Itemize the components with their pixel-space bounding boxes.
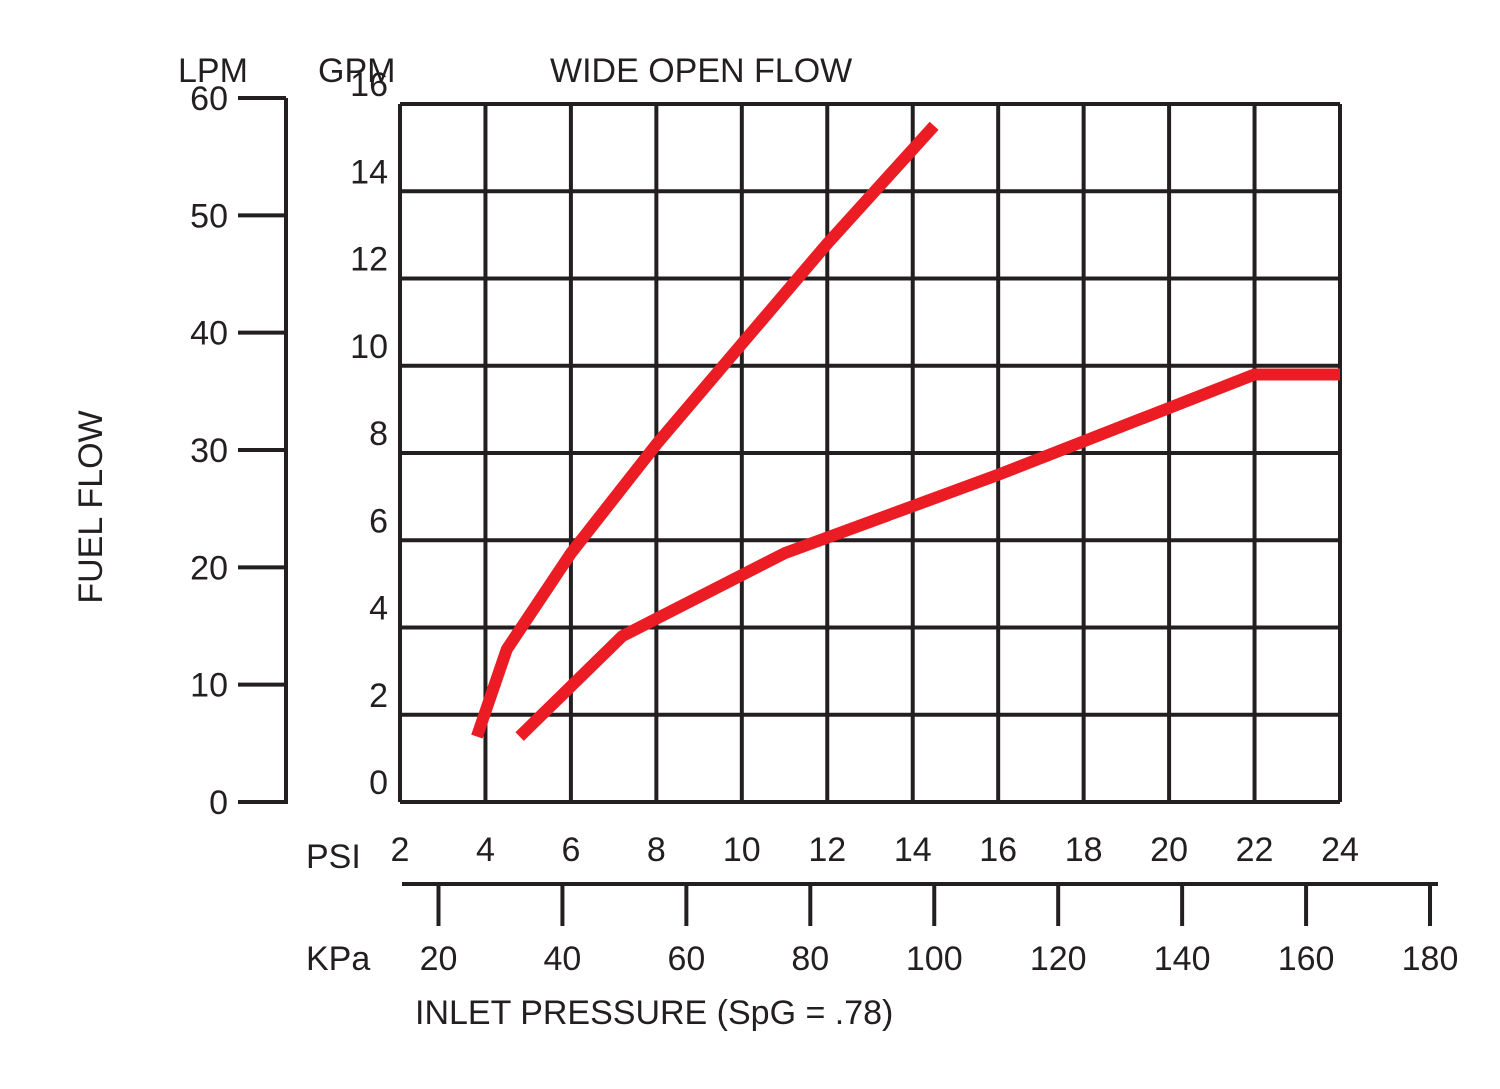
psi-tick-label: 22 <box>1236 831 1274 869</box>
gpm-tick-label: 14 <box>350 153 388 191</box>
lpm-tick-label: 10 <box>190 667 228 705</box>
lpm-tick-label: 30 <box>190 432 228 470</box>
gpm-tick-label: 4 <box>369 590 388 628</box>
lpm-tick-label: 20 <box>190 549 228 587</box>
lpm-unit-label: LPM <box>178 52 248 90</box>
lpm-tick-label: 60 <box>190 80 228 118</box>
psi-tick-label: 20 <box>1150 831 1188 869</box>
kpa-tick-label: 160 <box>1278 940 1335 978</box>
kpa-tick-label: 40 <box>544 940 582 978</box>
gpm-tick-label: 6 <box>369 502 388 540</box>
lpm-axis: 0 10 20 30 40 50 60 <box>190 80 288 822</box>
flow-curve-2 <box>515 368 1340 741</box>
flow-curves <box>471 121 1340 741</box>
kpa-tick-label: 140 <box>1154 940 1211 978</box>
psi-tick-label: 10 <box>723 831 761 869</box>
gpm-tick-label: 0 <box>369 764 388 802</box>
psi-tick-labels: 2 4 6 8 10 12 14 16 18 20 22 24 <box>391 831 1359 869</box>
psi-unit-label: PSI <box>306 838 361 876</box>
kpa-tick-label: 80 <box>791 940 829 978</box>
gpm-tick-label: 8 <box>369 415 388 453</box>
psi-tick-label: 2 <box>391 831 410 869</box>
kpa-axis: 20 40 60 80 100 120 140 160 180 <box>402 882 1459 978</box>
gpm-unit-label: GPM <box>318 52 395 90</box>
psi-tick-label: 4 <box>476 831 495 869</box>
kpa-tick-label: 120 <box>1030 940 1087 978</box>
gpm-tick-label: 16 <box>350 66 388 104</box>
gpm-tick-label: 12 <box>350 241 388 279</box>
gpm-tick-label: 10 <box>350 328 388 366</box>
x-axis-label: INLET PRESSURE (SpG = .78) <box>415 994 893 1032</box>
y-axis-label: FUEL FLOW <box>72 410 110 603</box>
psi-tick-label: 18 <box>1065 831 1103 869</box>
kpa-unit-label: KPa <box>306 940 370 978</box>
lpm-tick-label: 0 <box>209 784 228 822</box>
gpm-tick-labels: 0 2 4 6 8 10 12 14 16 <box>350 66 388 802</box>
kpa-tick-label: 60 <box>667 940 705 978</box>
lpm-tick-label: 40 <box>190 315 228 353</box>
psi-tick-label: 14 <box>894 831 932 869</box>
chart-title: WIDE OPEN FLOW <box>550 52 852 90</box>
psi-tick-label: 12 <box>808 831 846 869</box>
plot-grid <box>398 102 1342 804</box>
kpa-tick-label: 100 <box>906 940 963 978</box>
psi-tick-label: 24 <box>1321 831 1359 869</box>
kpa-tick-label: 180 <box>1402 940 1459 978</box>
psi-tick-label: 8 <box>647 831 666 869</box>
kpa-tick-label: 20 <box>420 940 458 978</box>
psi-tick-label: 6 <box>561 831 580 869</box>
gpm-tick-label: 2 <box>369 677 388 715</box>
flow-curve-1 <box>471 121 939 739</box>
psi-tick-label: 16 <box>979 831 1017 869</box>
lpm-tick-label: 50 <box>190 197 228 235</box>
